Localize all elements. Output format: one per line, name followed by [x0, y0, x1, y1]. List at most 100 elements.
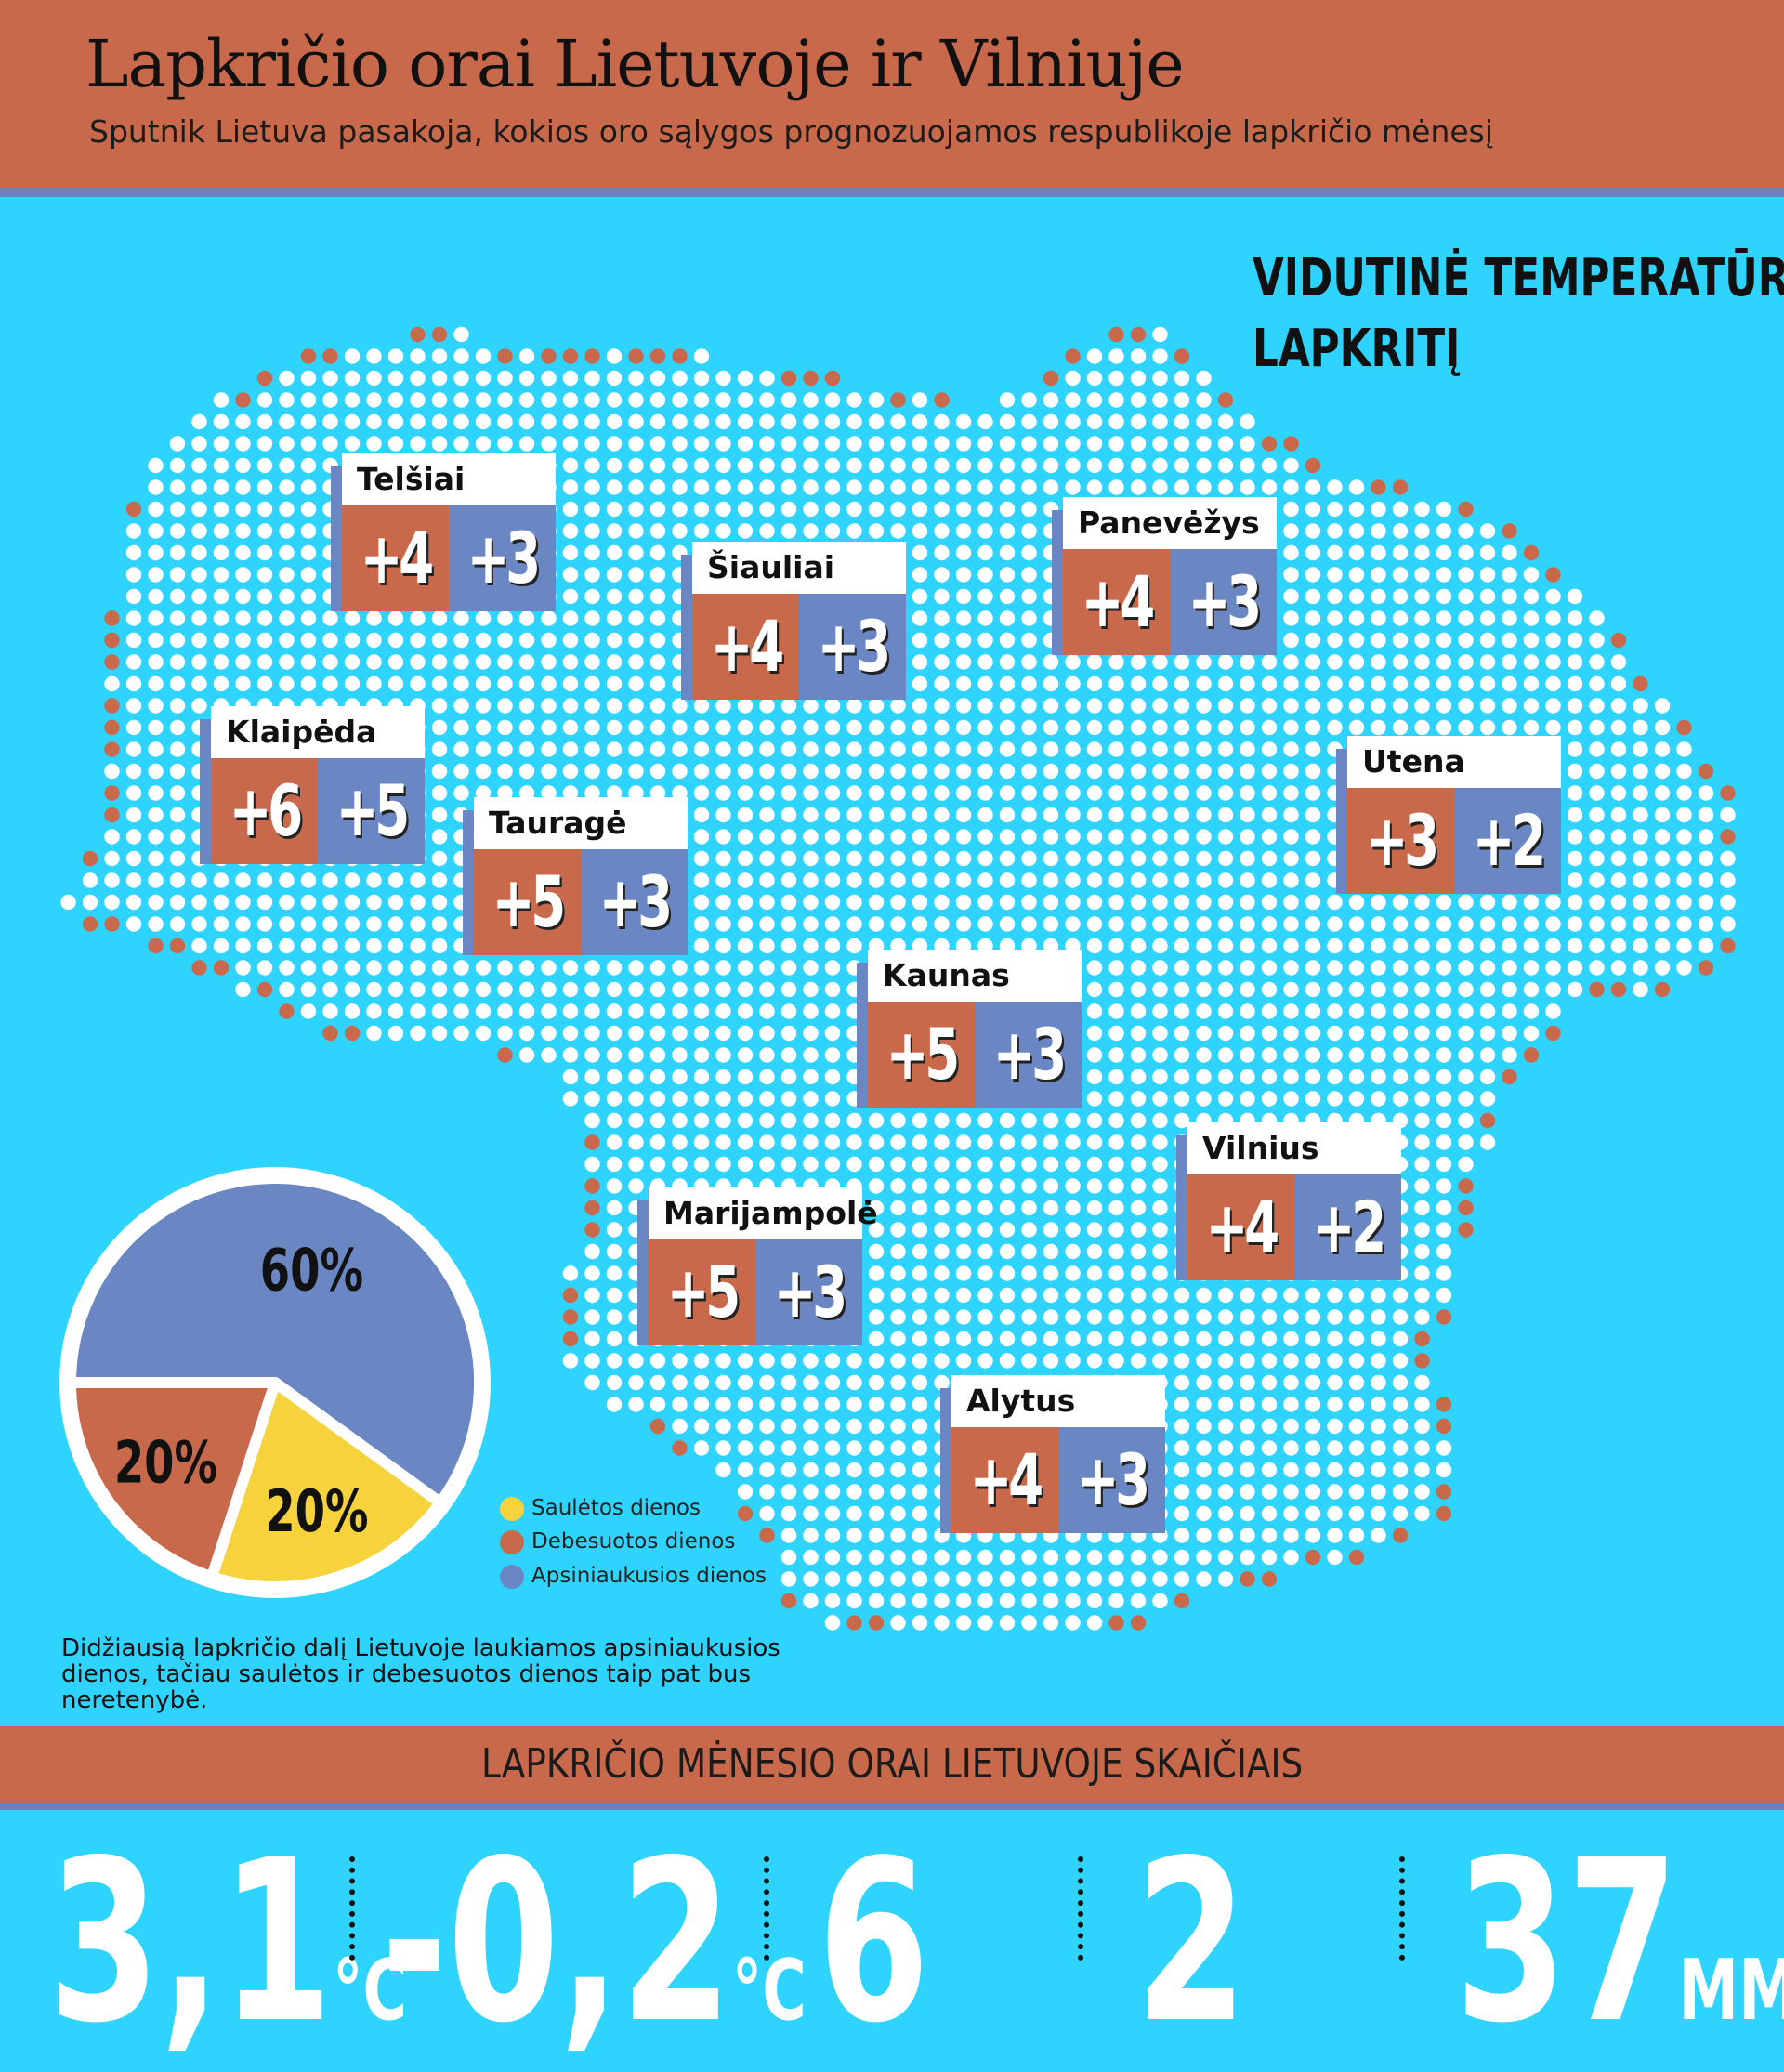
map-dot — [169, 654, 186, 670]
map-dot — [1174, 1484, 1190, 1500]
map-dot — [387, 1025, 404, 1042]
map-dot — [628, 413, 644, 430]
map-dot — [191, 567, 207, 583]
map-dot — [1196, 741, 1212, 757]
map-dot — [912, 1440, 928, 1456]
map-dot — [431, 326, 448, 343]
map-dot — [868, 1134, 885, 1150]
map-dot — [672, 763, 688, 780]
map-dot — [1086, 1112, 1103, 1129]
map-dot — [410, 894, 426, 911]
map-dot — [1043, 829, 1059, 845]
map-dot — [1086, 872, 1103, 888]
map-dot — [1589, 763, 1605, 780]
map-dot — [715, 1418, 731, 1435]
map-dot — [584, 1353, 600, 1369]
map-dot — [1217, 763, 1234, 780]
map-dot — [1043, 392, 1059, 408]
map-dot — [890, 1112, 906, 1129]
map-dot — [279, 872, 295, 888]
map-dot — [955, 1134, 972, 1150]
map-dot — [1130, 413, 1147, 430]
map-dot — [104, 610, 120, 626]
map-dot — [148, 632, 164, 649]
header-banner: Lapkričio orai Lietuvoje ir Vilniuje Spu… — [0, 0, 1784, 197]
night-temperature: +3 — [755, 1239, 862, 1345]
map-dot — [541, 654, 557, 670]
map-dot — [628, 348, 644, 364]
map-dot — [169, 916, 186, 932]
map-dot — [977, 1156, 993, 1173]
map-dot — [1698, 850, 1714, 867]
map-dot — [1021, 785, 1037, 801]
map-dot — [1633, 938, 1648, 954]
map-dot — [1086, 1353, 1103, 1369]
map-dot — [125, 763, 142, 780]
map-dot — [803, 1353, 819, 1369]
map-dot — [518, 610, 535, 626]
map-dot — [737, 1091, 754, 1107]
map-dot — [693, 1112, 710, 1129]
map-dot — [1217, 1549, 1234, 1566]
map-dot — [344, 436, 361, 452]
map-dot — [1589, 741, 1605, 757]
map-dot — [1436, 960, 1452, 976]
map-dot — [1130, 719, 1147, 736]
map-dot — [584, 960, 600, 976]
map-dot — [1458, 916, 1474, 932]
map-dot — [1217, 1025, 1234, 1042]
map-dot — [213, 413, 230, 430]
map-dot — [1327, 501, 1343, 518]
map-dot — [1523, 675, 1540, 692]
map-dot — [955, 829, 972, 845]
map-dot — [279, 523, 295, 539]
map-dot — [410, 916, 426, 932]
stat-third: 6 — [818, 1830, 929, 2053]
map-dot — [1196, 1047, 1212, 1063]
map-dot — [518, 741, 535, 757]
map-dot — [1021, 675, 1037, 692]
map-dot — [999, 413, 1016, 430]
map-dot — [104, 763, 120, 780]
map-dot — [387, 610, 404, 626]
map-dot — [628, 675, 644, 692]
map-dot — [562, 981, 579, 998]
map-dot — [606, 654, 623, 670]
map-dot — [279, 654, 295, 670]
city-name: Telšiai — [342, 453, 556, 505]
map-dot — [955, 1265, 972, 1281]
map-dot — [977, 632, 993, 649]
map-dot — [1261, 1047, 1278, 1063]
map-dot — [1305, 763, 1321, 780]
map-dot — [1348, 719, 1365, 736]
map-dot — [1065, 1156, 1081, 1173]
map-dot — [846, 872, 862, 888]
map-dot — [890, 1484, 906, 1500]
map-dot — [1414, 1134, 1430, 1150]
map-dot — [410, 632, 426, 649]
map-dot — [1523, 588, 1540, 605]
city-name: Utena — [1347, 736, 1561, 788]
map-dot — [1240, 698, 1255, 714]
map-dot — [693, 457, 710, 474]
map-dot — [737, 479, 754, 495]
map-dot — [1633, 872, 1648, 888]
map-dot — [977, 1134, 993, 1150]
map-dot — [955, 544, 972, 561]
map-dot — [300, 632, 317, 649]
map-dot — [868, 1200, 885, 1216]
map-dot — [955, 741, 972, 757]
map-dot — [1283, 436, 1299, 452]
map-dot — [868, 1374, 885, 1391]
map-dot — [912, 1549, 928, 1566]
map-dot — [1086, 1222, 1103, 1238]
map-dot — [1567, 981, 1583, 998]
map-dot — [191, 436, 207, 452]
map-dot — [955, 894, 972, 911]
map-dot — [1021, 1615, 1037, 1631]
map-dot — [322, 348, 338, 364]
map-dot — [1654, 807, 1671, 823]
map-dot — [1086, 785, 1103, 801]
map-dot — [1414, 1222, 1430, 1238]
map-dot — [824, 1397, 841, 1412]
